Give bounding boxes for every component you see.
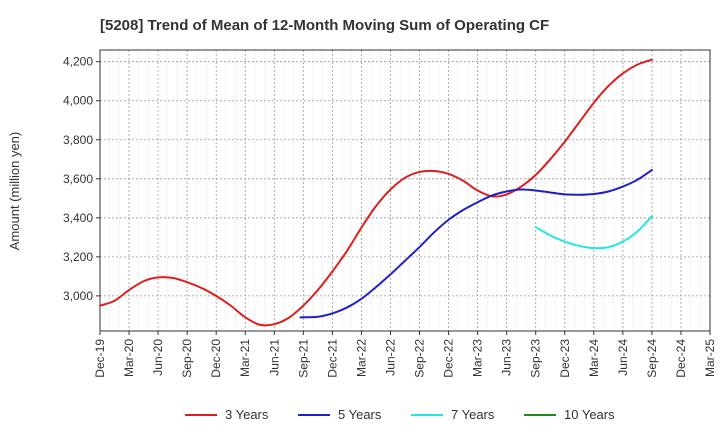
x-tick-label: Sep-24	[645, 339, 659, 378]
x-tick-label: Jun-22	[383, 339, 397, 376]
legend-label: 7 Years	[451, 407, 495, 422]
x-tick-label: Dec-23	[558, 339, 572, 378]
y-tick-label: 4,200	[63, 55, 93, 69]
x-tick-label: Sep-22	[413, 339, 427, 378]
y-tick-label: 3,600	[63, 172, 93, 186]
y-tick-label: 3,400	[63, 211, 93, 225]
x-tick-label: Mar-24	[587, 339, 601, 377]
legend-label: 3 Years	[225, 407, 269, 422]
x-tick-label: Mar-20	[122, 339, 136, 377]
x-tick-label: Dec-21	[325, 339, 339, 378]
y-axis-label: Amount (million yen)	[7, 132, 22, 251]
x-tick-label: Jun-23	[500, 339, 514, 376]
chart-title: [5208] Trend of Mean of 12-Month Moving …	[100, 17, 549, 34]
x-tick-label: Mar-21	[238, 339, 252, 377]
x-tick-label: Dec-22	[442, 339, 456, 378]
x-tick-label: Dec-19	[93, 339, 107, 378]
legend-item-3-years: 3 Years	[185, 407, 269, 422]
y-tick-label: 3,000	[63, 289, 93, 303]
y-tick-label: 4,000	[63, 94, 93, 108]
y-tick-label: 3,800	[63, 133, 93, 147]
x-tick-label: Jun-24	[616, 339, 630, 376]
x-tick-label: Jun-20	[151, 339, 165, 376]
x-tick-label: Mar-22	[354, 339, 368, 377]
x-axis: Dec-19 Mar-20 Jun-20 Sep-20 Dec-20 Mar-21 Jun-…	[93, 331, 717, 378]
series-line-3-years	[99, 58, 653, 327]
legend-item-10-years: 10 Years	[524, 407, 615, 422]
legend-item-7-years: 7 Years	[411, 407, 495, 422]
plot-area	[99, 49, 711, 332]
legend-item-5-years: 5 Years	[298, 407, 382, 422]
series-lines	[99, 58, 653, 327]
y-axis: 3,000 3,200 3,400 3,600 3,800 4,000 4,200	[63, 55, 100, 303]
x-tick-label: Mar-25	[703, 339, 717, 377]
series-line-5-years	[299, 169, 653, 319]
x-tick-label: Sep-23	[529, 339, 543, 378]
x-tick-label: Sep-21	[296, 339, 310, 378]
x-tick-label: Dec-24	[674, 339, 688, 378]
x-tick-label: Dec-20	[209, 339, 223, 378]
series-line-7-years	[534, 215, 653, 250]
y-tick-label: 3,200	[63, 250, 93, 264]
x-tick-label: Mar-23	[471, 339, 485, 377]
x-tick-label: Sep-20	[180, 339, 194, 378]
legend: 3 Years 5 Years 7 Years 10 Years	[185, 407, 615, 422]
legend-label: 10 Years	[564, 407, 615, 422]
legend-label: 5 Years	[338, 407, 382, 422]
x-tick-label: Jun-21	[267, 339, 281, 376]
